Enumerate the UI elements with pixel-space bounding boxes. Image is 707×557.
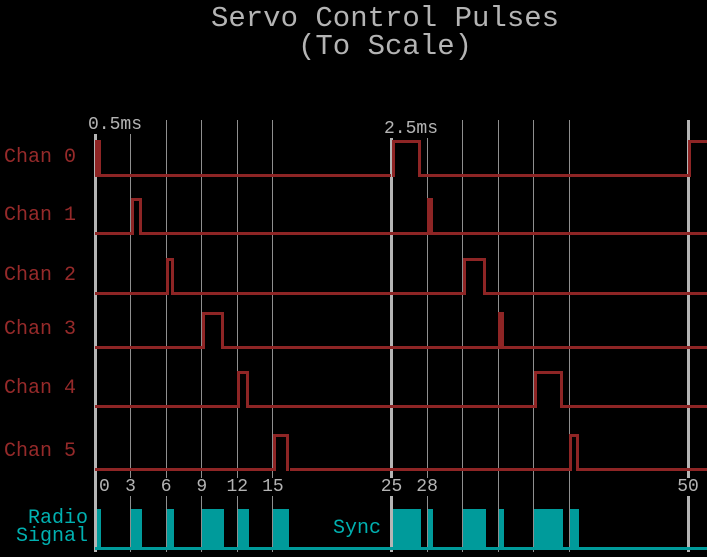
axis-tick-label: 3: [124, 477, 137, 497]
waveform-baseline-segment: [433, 232, 707, 235]
gridline-major: [93, 120, 97, 552]
gridline-minor: [462, 120, 464, 552]
gridline-minor: [165, 120, 167, 552]
radio-signal-pulse: [498, 509, 505, 550]
radio-signal-label: Radio Signal: [0, 507, 88, 548]
waveform-pulse: [237, 371, 249, 408]
waveform-pulse: [462, 258, 486, 295]
gridline-minor: [236, 120, 238, 552]
waveform-baseline-segment: [504, 346, 707, 349]
radio-signal-pulse: [569, 509, 580, 550]
radio-signal-pulse: [427, 509, 433, 550]
axis-tick-label: 50: [676, 477, 700, 497]
radio-signal-pulse: [237, 509, 249, 550]
channel-label: Chan 2: [4, 264, 77, 287]
channel-label: Chan 1: [4, 204, 77, 227]
radio-signal-pulse: [130, 509, 143, 550]
radio-signal-pulse: [201, 509, 224, 550]
radio-signal-pulse: [462, 509, 486, 550]
chart-title: Servo Control Pulses: [210, 2, 560, 35]
waveform-pulse: [688, 140, 707, 177]
radio-signal-pulse: [391, 509, 422, 550]
waveform-baseline-segment: [174, 292, 463, 295]
channel-label: Chan 0: [4, 146, 77, 169]
radio-signal-pulse: [166, 509, 175, 550]
axis-tick-label: 9: [195, 477, 209, 497]
waveform-baseline-segment: [95, 468, 273, 471]
waveform-pulse: [130, 198, 143, 235]
axis-tick-label: 28: [415, 477, 439, 497]
waveform-baseline-segment: [421, 174, 688, 177]
channel-label: Chan 3: [4, 318, 77, 341]
pulse-width-min-annotation: 0.5ms: [86, 115, 145, 135]
waveform-baseline-segment: [563, 405, 707, 408]
gridline-minor: [272, 120, 274, 552]
waveform-baseline-segment: [248, 405, 534, 408]
waveform-pulse: [272, 434, 290, 471]
waveform-pulse: [391, 140, 422, 177]
waveform-baseline-segment: [95, 405, 238, 408]
waveform-baseline-segment: [100, 174, 392, 177]
gridline-major: [390, 120, 393, 552]
sync-label: Sync: [333, 517, 382, 540]
radio-signal-label-line2: Signal: [15, 525, 88, 548]
radio-signal-label-line1: Radio: [27, 507, 88, 530]
waveform-pulse: [569, 434, 580, 471]
axis-tick-label: 0: [98, 477, 111, 497]
waveform-baseline-segment: [579, 468, 707, 471]
waveform-pulse: [166, 258, 175, 295]
waveform-baseline-segment: [95, 232, 131, 235]
gridline-major: [686, 120, 690, 552]
gridline-minor: [426, 120, 428, 552]
waveform-pulse: [533, 371, 564, 408]
waveform-pulse: [427, 198, 434, 235]
channel-label: Chan 4: [4, 377, 77, 400]
waveform-pulse: [498, 312, 505, 349]
axis-tick-label: 25: [379, 477, 404, 497]
radio-signal-baseline: [95, 547, 707, 550]
waveform-baseline-segment: [142, 232, 428, 235]
radio-signal-pulse: [533, 509, 564, 550]
radio-signal-pulse: [272, 509, 290, 550]
pulse-width-max-annotation: 2.5ms: [382, 119, 441, 139]
gridline-minor: [533, 120, 535, 552]
channel-label: Chan 5: [4, 440, 77, 463]
waveform-pulse: [201, 312, 224, 349]
waveform-baseline-segment: [289, 468, 570, 471]
gridline-minor: [130, 120, 132, 552]
chart-subtitle: (To Scale): [297, 30, 473, 63]
axis-tick-label: 12: [225, 477, 250, 497]
axis-tick-label: 6: [159, 477, 173, 497]
waveform-pulse: [95, 140, 101, 177]
waveform-baseline-segment: [485, 292, 707, 295]
waveform-baseline-segment: [95, 346, 202, 349]
axis-tick-label: 15: [261, 477, 285, 497]
waveform-baseline-segment: [223, 346, 499, 349]
gridline-minor: [568, 120, 570, 552]
waveform-baseline-segment: [95, 292, 167, 295]
radio-signal-pulse: [95, 509, 101, 550]
